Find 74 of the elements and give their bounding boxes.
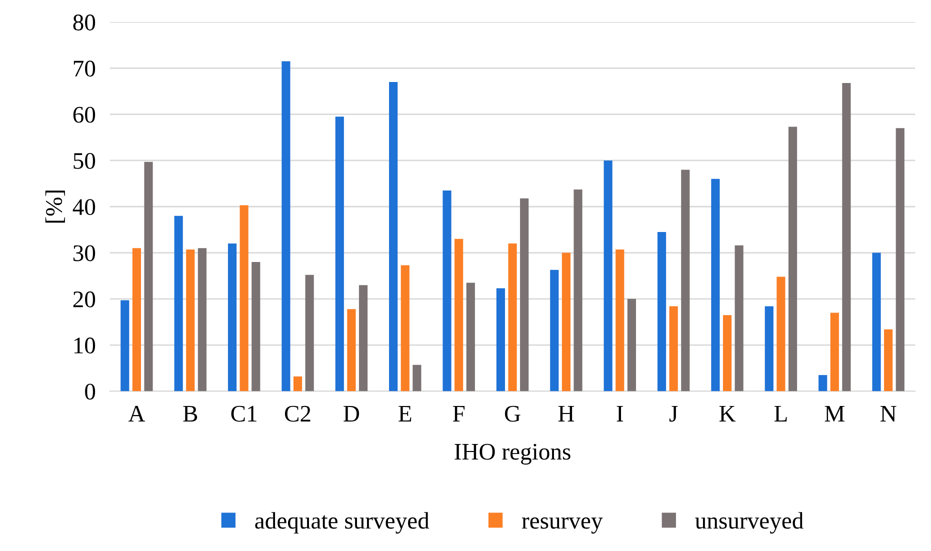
y-tick-label: 80	[73, 14, 96, 30]
bar	[454, 238, 464, 392]
bar	[711, 178, 720, 392]
bar	[412, 364, 422, 392]
bar	[657, 232, 666, 392]
y-tick-label: 70	[74, 60, 96, 77]
bar	[466, 282, 475, 392]
bar	[389, 82, 398, 392]
x-tick-label: N	[880, 406, 896, 422]
y-tick-label: 30	[73, 245, 96, 262]
x-tick-label: G	[504, 406, 520, 422]
y-tick-label: 0	[85, 384, 96, 400]
x-tick-label: K	[719, 406, 736, 422]
bar	[144, 162, 153, 392]
bar	[884, 329, 893, 392]
y-tick-label: 10	[74, 338, 96, 354]
y-tick-label: 50	[74, 152, 96, 169]
bar	[722, 315, 732, 392]
bar	[896, 128, 904, 392]
bar	[764, 306, 774, 392]
bar	[335, 116, 344, 392]
bar	[681, 170, 690, 392]
bar	[872, 252, 881, 392]
bar	[830, 312, 839, 392]
bar	[198, 248, 206, 392]
bar	[627, 298, 636, 392]
bar	[305, 274, 314, 392]
bar	[252, 262, 260, 392]
bar	[508, 244, 517, 392]
x-tick-label: C1	[231, 406, 256, 422]
x-tick-label: D	[344, 406, 360, 422]
bar	[132, 248, 141, 392]
x-tick-label: F	[452, 406, 465, 422]
legend-label: unsurveyed	[695, 512, 804, 534]
bar	[358, 285, 368, 392]
x-tick-label: C2	[284, 406, 310, 422]
bar	[788, 126, 798, 392]
bar	[604, 160, 612, 392]
bar	[562, 252, 570, 392]
x-tick-label: J	[669, 406, 678, 422]
bar	[347, 309, 356, 392]
bar	[174, 216, 183, 392]
bar	[550, 270, 559, 392]
x-axis-title: IHO regions	[454, 444, 570, 465]
bar	[842, 82, 851, 392]
x-tick-label: H	[558, 406, 574, 422]
x-tick-label: E	[398, 406, 412, 422]
bar	[120, 300, 130, 392]
bar	[574, 190, 582, 392]
bar	[818, 375, 828, 392]
bar	[776, 276, 786, 392]
bar	[442, 190, 452, 392]
x-tick-label: B	[183, 406, 198, 422]
bar	[496, 288, 505, 392]
bar	[734, 245, 744, 392]
legend-label: adequate surveyed	[255, 512, 430, 534]
bar	[228, 244, 237, 392]
x-tick-label: L	[774, 406, 787, 422]
x-tick-label: M	[824, 406, 844, 422]
bar	[282, 61, 290, 392]
y-axis-title: [%]	[45, 190, 65, 223]
legend-label: resurvey	[522, 517, 603, 534]
x-tick-label: A	[128, 406, 146, 422]
bar	[669, 306, 678, 392]
bar	[293, 376, 302, 392]
y-tick-label: 40	[72, 199, 96, 216]
bar	[400, 265, 410, 392]
bar	[520, 198, 529, 392]
x-tick-label: I	[616, 406, 623, 422]
bar	[240, 205, 248, 392]
bar	[616, 250, 624, 392]
y-tick-label: 20	[73, 291, 96, 308]
bar	[186, 250, 195, 392]
y-tick-label: 60	[73, 106, 96, 123]
